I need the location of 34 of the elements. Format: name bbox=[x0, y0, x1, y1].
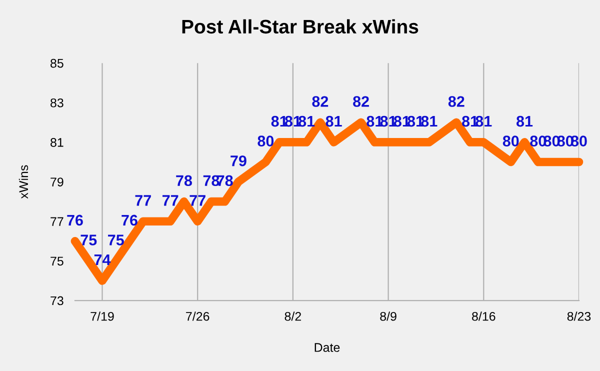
data-label: 79 bbox=[230, 155, 246, 166]
data-label: 76 bbox=[67, 214, 83, 226]
y-axis-title: xWins bbox=[18, 165, 28, 199]
data-label: 81 bbox=[516, 116, 533, 127]
data-label: 80 bbox=[502, 136, 519, 146]
x-tick-label: 8/2 bbox=[284, 312, 302, 321]
y-tick-label: 81 bbox=[50, 138, 64, 147]
data-label: 74 bbox=[94, 254, 111, 266]
y-tick-label: 73 bbox=[50, 296, 64, 306]
data-label: 81 bbox=[271, 116, 288, 127]
data-label: 78 bbox=[176, 175, 192, 186]
x-tick-label: 8/16 bbox=[472, 312, 496, 321]
data-label: 77 bbox=[162, 195, 178, 206]
x-tick-label: 7/19 bbox=[90, 312, 114, 321]
y-tick-label: 83 bbox=[50, 98, 64, 108]
data-label: 82 bbox=[312, 96, 328, 107]
x-tick-label: 8/23 bbox=[567, 312, 591, 321]
data-label: 75 bbox=[108, 234, 124, 246]
data-label: 77 bbox=[135, 195, 151, 206]
data-label: 75 bbox=[80, 234, 97, 246]
data-label: 80 bbox=[258, 136, 274, 146]
data-label: 82 bbox=[448, 96, 464, 107]
data-label: 81 bbox=[326, 116, 342, 127]
y-tick-label: 85 bbox=[50, 58, 64, 68]
x-tick-label: 7/26 bbox=[186, 312, 210, 321]
data-label: 82 bbox=[353, 96, 369, 107]
y-tick-label: 79 bbox=[50, 178, 64, 186]
x-axis-title: Date bbox=[314, 343, 340, 352]
data-label: 77 bbox=[190, 195, 206, 206]
chart-title: Post All-Star Break xWins bbox=[182, 19, 418, 34]
y-tick-label: 77 bbox=[50, 217, 64, 226]
data-label: 76 bbox=[122, 214, 138, 226]
x-tick-label: 8/9 bbox=[380, 312, 396, 321]
y-tick-label: 75 bbox=[50, 256, 64, 266]
